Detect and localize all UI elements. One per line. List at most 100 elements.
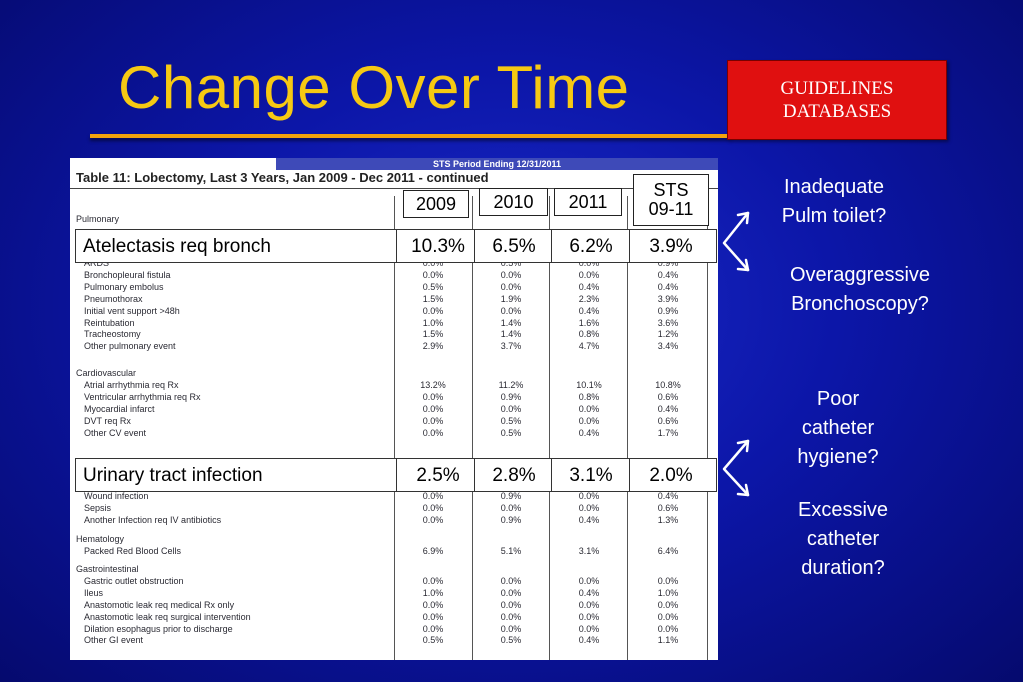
table-cell: 1.4% — [500, 317, 522, 328]
table-cell: 3.6% — [657, 317, 679, 328]
table-cell: 0.0% — [422, 611, 444, 622]
column-divider — [627, 196, 628, 660]
sts-label: STS 09-11 — [633, 174, 709, 226]
table-cell: 1.2% — [657, 329, 679, 340]
table-row-label: Dilation esophagus prior to discharge — [84, 623, 233, 634]
table-cell: 0.0% — [500, 281, 522, 292]
table-cell: 1.5% — [422, 329, 444, 340]
table-cell: 0.0% — [500, 502, 522, 513]
cell-divider — [551, 230, 552, 262]
note-line: catheter — [806, 528, 880, 550]
arrowhead-up — [736, 439, 750, 453]
table-cell: 2.3% — [578, 293, 600, 304]
table-cell: 0.0% — [422, 427, 444, 438]
table-cell: 0.0% — [422, 491, 444, 501]
table-cell: 0.4% — [657, 403, 679, 414]
table-cell: 3.1% — [578, 545, 600, 556]
table-cell: 0.5% — [500, 258, 522, 268]
table-cell: 0.0% — [578, 611, 600, 622]
table-cell: 2.9% — [422, 341, 444, 352]
table-row-label: Ileus — [84, 587, 104, 598]
table-cell: 0.0% — [657, 611, 679, 622]
table-cell: 11.2% — [498, 379, 524, 390]
section-label: Cardiovascular — [76, 368, 137, 378]
title-underline — [90, 134, 730, 138]
cell-divider — [474, 459, 475, 491]
table-cell: 13.2% — [420, 379, 446, 390]
year-label-2009: 2009 — [403, 190, 469, 218]
cell-divider — [629, 459, 630, 491]
highlight-row-label: Urinary tract infection — [83, 465, 263, 486]
cell-divider — [396, 459, 397, 491]
table-cell: 0.9% — [500, 514, 522, 525]
table-cell: 0.0% — [422, 623, 444, 634]
note-line: Inadequate — [783, 176, 885, 198]
table-cell: 0.6% — [657, 391, 679, 402]
table-cell: 0.5% — [500, 427, 522, 438]
note-excessive-catheter-duration: Excessive catheter duration? — [743, 496, 943, 583]
cell-divider — [474, 230, 475, 262]
table-cell: 1.3% — [657, 514, 679, 525]
note-line: Bronchoscopy? — [791, 293, 929, 315]
table-cell: 3.4% — [657, 341, 679, 352]
value-2009: 2.5% — [416, 465, 460, 486]
column-divider — [549, 196, 550, 660]
section-label: Pulmonary — [76, 214, 120, 224]
table-cell: 6.4% — [657, 545, 679, 556]
table-cell: 0.0% — [657, 623, 679, 634]
table-cell: 0.0% — [422, 305, 444, 316]
table-row-label: Pulmonary embolus — [84, 281, 164, 292]
table-title: Table 11: Lobectomy, Last 3 Years, Jan 2… — [76, 170, 489, 185]
arrowhead-down — [736, 483, 750, 497]
value-2011: 3.1% — [569, 465, 613, 486]
section-label: Hematology — [76, 534, 125, 544]
table-cell: 0.0% — [422, 269, 444, 280]
table-cell: 0.0% — [578, 415, 600, 426]
highlight-row-uti: Urinary tract infection 2.5% 2.8% 3.1% 2… — [75, 458, 717, 492]
value-2009: 10.3% — [411, 236, 465, 257]
table-row-label: Ventricular arrhythmia req Rx — [84, 391, 201, 402]
table-row-label: Myocardial infarct — [84, 403, 155, 414]
table-cell: 3.9% — [657, 293, 679, 304]
note-line: Overaggressive — [789, 264, 931, 286]
table-row-label: Gastric outlet obstruction — [84, 575, 184, 586]
table-cell: 5.1% — [500, 545, 522, 556]
table-cell: 3.7% — [500, 341, 522, 352]
table-cell: 0.0% — [500, 623, 522, 634]
table-cell: 0.0% — [578, 258, 600, 268]
table-row-label: Pneumothorax — [84, 293, 143, 304]
table-cell: 0.0% — [422, 391, 444, 402]
table-row-label: Bronchopleural fistula — [84, 269, 171, 280]
table-cell: 0.0% — [578, 403, 600, 414]
table-cell: 1.7% — [657, 427, 679, 438]
table-cell: 0.0% — [500, 611, 522, 622]
table-cell: 0.5% — [500, 635, 522, 646]
table-row-label: Other CV event — [84, 427, 147, 438]
table-cell: 4.7% — [578, 341, 600, 352]
table-cell: 6.9% — [422, 545, 444, 556]
cell-divider — [629, 230, 630, 262]
year-label-2011: 2011 — [554, 188, 622, 216]
value-2010: 2.8% — [492, 465, 536, 486]
table-row-label: Initial vent support >48h — [84, 305, 180, 316]
highlight-row-label: Atelectasis req bronch — [83, 236, 271, 257]
table-cell: 0.5% — [422, 281, 444, 292]
table-row-label: Tracheostomy — [84, 329, 141, 340]
table-cell: 1.6% — [578, 317, 600, 328]
table-cell: 0.0% — [500, 575, 522, 586]
table-cell: 0.0% — [578, 623, 600, 634]
table-cell: 0.0% — [500, 587, 522, 598]
table-cell: 0.8% — [578, 329, 600, 340]
table-row-label: Atrial arrhythmia req Rx — [84, 379, 179, 390]
table-cell: 0.0% — [500, 599, 522, 610]
column-divider — [707, 196, 708, 660]
table-cell: 0.5% — [500, 415, 522, 426]
guidelines-databases-label: GUIDELINES DATABASES — [727, 60, 947, 140]
table-cell: 0.6% — [657, 502, 679, 513]
value-2011: 6.2% — [569, 236, 613, 257]
table-row-label: Packed Red Blood Cells — [84, 545, 182, 556]
table-cell: 0.4% — [578, 281, 600, 292]
table-row-label: DVT req Rx — [84, 415, 131, 426]
table-cell: 0.6% — [657, 415, 679, 426]
